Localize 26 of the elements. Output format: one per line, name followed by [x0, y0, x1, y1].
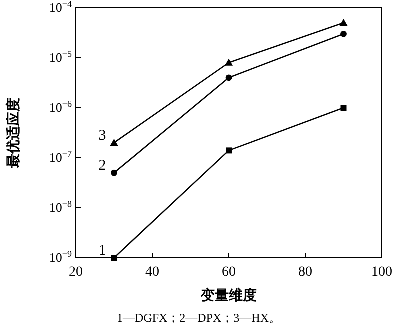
point — [340, 19, 348, 26]
point — [226, 148, 232, 154]
point — [340, 105, 347, 111]
y-tick-label: 10$^{−6}$ — [49, 99, 72, 115]
y-tick-label: 10$^{−8}$ — [49, 199, 72, 215]
y-tick-label: 10$^{−7}$ — [49, 149, 72, 165]
y-tick-label: 10$^{−4}$ — [49, 0, 72, 15]
series-label: 3 — [98, 128, 106, 144]
point — [225, 58, 233, 66]
x-tick-label: 80 — [298, 265, 312, 280]
y-tick-label: 10$^{−5}$ — [49, 49, 72, 65]
point — [340, 30, 347, 38]
y-axis-title: 最优适应度 — [5, 98, 21, 169]
y-tick-label: 10$^{−9}$ — [49, 249, 72, 265]
x-tick-label: 60 — [222, 265, 236, 280]
point — [226, 74, 232, 82]
series-label: 1 — [98, 243, 106, 259]
x-axis-title: 变量维度 — [200, 287, 257, 303]
series-label: 2 — [98, 158, 106, 174]
x-tick-label: 20 — [69, 265, 83, 280]
text: 1—DGFX；2—DPX；3—HX。 — [116, 311, 282, 325]
point — [111, 255, 118, 261]
x-tick-label: 40 — [146, 265, 160, 280]
point — [111, 170, 118, 176]
x-tick-label: 100 — [372, 265, 392, 280]
point — [110, 138, 118, 146]
